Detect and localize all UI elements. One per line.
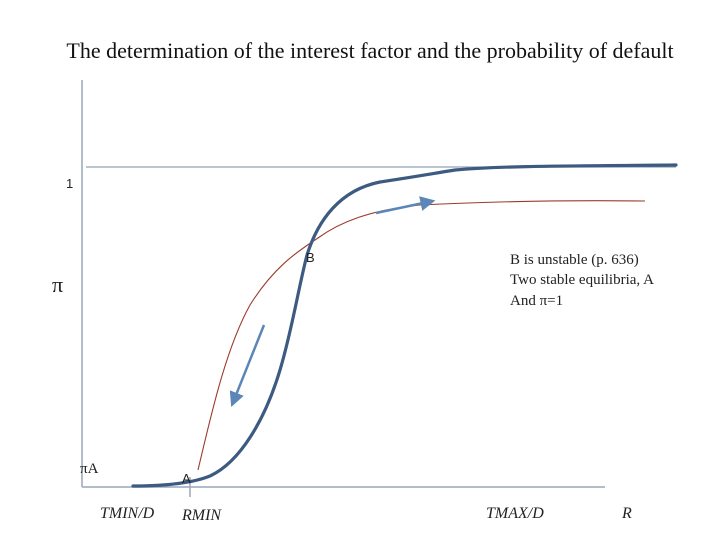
arrow-toward-one — [375, 196, 436, 215]
point-a-label: A — [182, 471, 191, 486]
y-tick-one: 1 — [66, 176, 73, 191]
point-b-label: B — [306, 250, 315, 265]
pi-a-label: πA — [80, 461, 99, 477]
slide-title: The determination of the interest factor… — [66, 38, 674, 63]
note-line-1: B is unstable (p. 636) — [510, 252, 639, 268]
x-label-r: R — [621, 505, 632, 522]
x-label-tmax: TMAX/D — [486, 505, 544, 522]
x-label-tmin: TMIN/D — [100, 505, 155, 522]
thin-curve — [197, 200, 646, 471]
y-axis-label: π — [52, 272, 63, 297]
thick-s-curve — [131, 163, 678, 488]
note-line-3: And π=1 — [510, 293, 563, 309]
note-line-2: Two stable equilibria, A — [510, 272, 654, 288]
arrow-toward-a — [229, 324, 266, 407]
x-label-rmin: RMIN — [181, 507, 222, 524]
